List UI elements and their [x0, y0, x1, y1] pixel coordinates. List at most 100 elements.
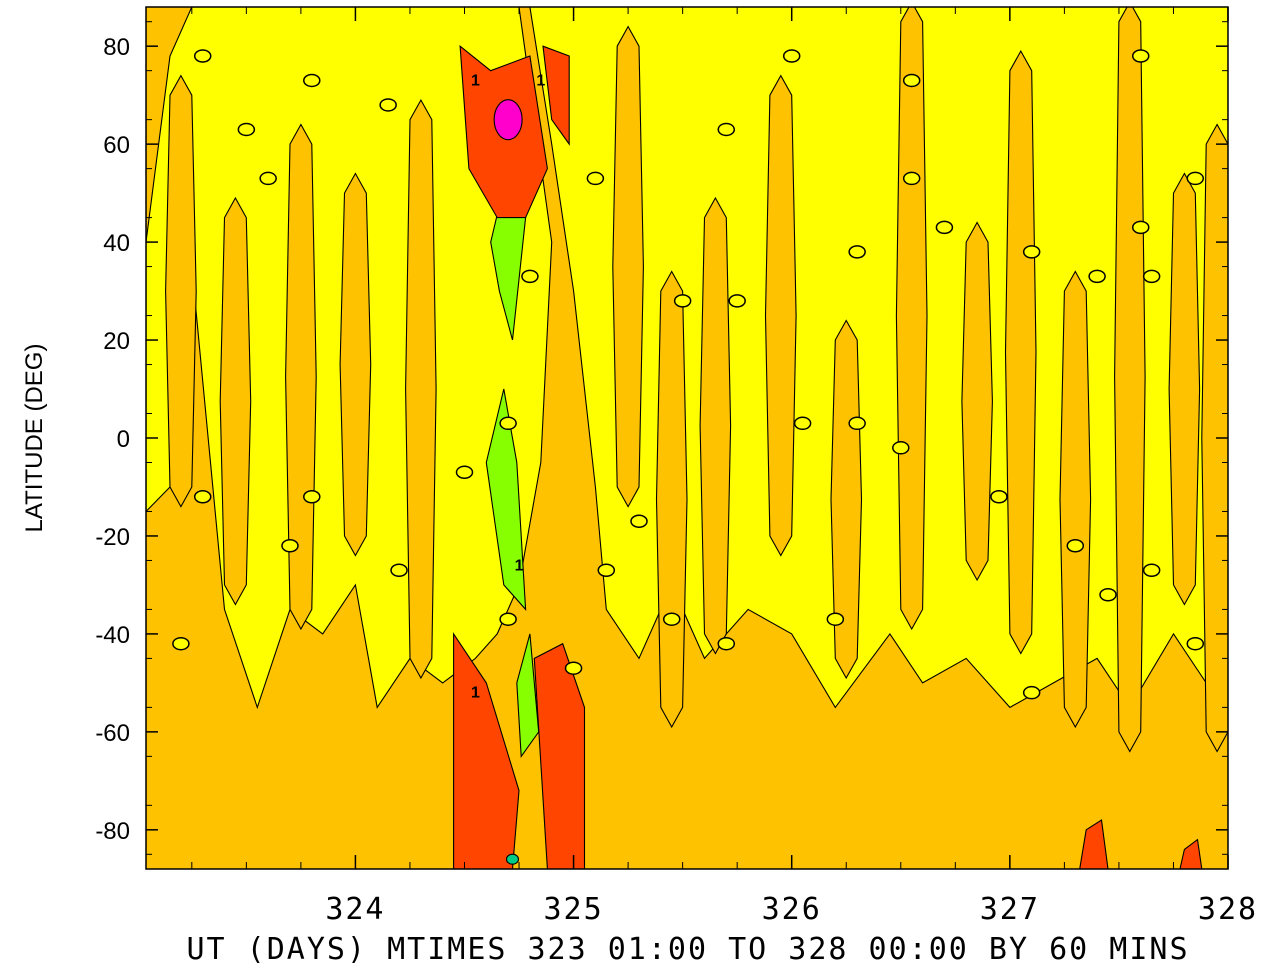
- contour-label-marker: [662, 612, 681, 626]
- contour-label: [1142, 269, 1161, 284]
- contour-label: [935, 220, 954, 235]
- orange-streak: [830, 319, 863, 680]
- contour-label: [1022, 245, 1041, 259]
- contour-label: [1186, 171, 1205, 186]
- contour-label-marker: [782, 49, 801, 63]
- x-tick-label: 326: [762, 892, 822, 927]
- contour-label-marker: [717, 122, 736, 137]
- contour-label-marker: [1142, 269, 1161, 284]
- y-tick-label: 80: [103, 34, 130, 61]
- contour-label: [902, 171, 921, 186]
- orange-streak: [165, 74, 197, 508]
- contour-label-text: 1: [515, 557, 524, 574]
- contour-label-marker: [902, 171, 921, 186]
- contour-label-marker: [193, 490, 212, 504]
- positive-region: [1179, 838, 1203, 869]
- contour-fills: [146, 7, 1228, 869]
- contour-label-marker: [935, 220, 954, 235]
- contour-label-marker: [717, 636, 736, 651]
- contour-label-text: 1: [536, 72, 545, 89]
- contour-label-marker: [379, 98, 397, 112]
- contour-label-marker: [303, 73, 321, 88]
- x-tick-label: 327: [980, 892, 1040, 927]
- contour-label: [1131, 220, 1150, 235]
- contour-label: [586, 171, 605, 186]
- contour-label: [826, 612, 845, 626]
- contour-label: [782, 49, 801, 63]
- contour-label-marker: [728, 294, 746, 308]
- contour-label-marker: [848, 416, 866, 431]
- contour-label-marker: [597, 563, 616, 577]
- positive-region: [533, 642, 586, 869]
- orange-streak: [895, 7, 928, 631]
- contour-label-marker: [848, 245, 866, 259]
- positive-max: [493, 99, 523, 141]
- contour-label: [673, 294, 692, 308]
- contour-label: [597, 563, 616, 577]
- contour-label-marker: [892, 441, 910, 455]
- contour-label-marker: [826, 612, 845, 626]
- x-tick-label: 328: [1198, 892, 1258, 927]
- contour-label: [717, 636, 736, 651]
- orange-streak: [1059, 270, 1092, 729]
- orange-region: [146, 7, 193, 243]
- contour-label: [172, 636, 190, 651]
- contour-label-marker: [793, 416, 812, 431]
- y-tick-label: 20: [103, 328, 130, 355]
- contour-label: [237, 122, 256, 137]
- contour-label: [499, 612, 517, 626]
- contour-label-marker: [237, 122, 256, 137]
- contour-label: [259, 171, 277, 186]
- contour-label-marker: [902, 73, 921, 88]
- contour-label-marker: [172, 636, 190, 651]
- y-tick-label: -80: [95, 818, 130, 845]
- x-axis: 324 325 326 327 328: [191, 7, 1258, 927]
- orange-streak: [961, 221, 993, 582]
- orange-streak: [655, 270, 688, 729]
- contour-label: [1099, 587, 1117, 602]
- contour-label-marker: [390, 563, 408, 577]
- contour-label-marker: [455, 465, 474, 480]
- orange-streak: [285, 123, 317, 631]
- contour-label-marker: [499, 416, 517, 431]
- contour-label-text: 1: [471, 685, 480, 702]
- contour-label: [193, 49, 212, 63]
- plot-area: 1 1 1 1: [146, 7, 1228, 869]
- contour-label-marker: [1022, 245, 1041, 259]
- contour-label-marker: [1186, 171, 1205, 186]
- contour-label: [793, 416, 812, 431]
- contour-label-marker: [564, 661, 583, 675]
- contour-label: 1: [471, 685, 480, 702]
- contour-label-marker: [499, 612, 517, 626]
- contour-label: [499, 416, 517, 431]
- y-tick-label: 60: [103, 132, 130, 159]
- contour-label: [281, 539, 299, 553]
- contour-label-marker: [193, 49, 212, 63]
- orange-streak: [339, 172, 372, 557]
- contour-label: [662, 612, 681, 626]
- y-axis-label: LATITUDE (DEG): [21, 344, 48, 533]
- contour-label-marker: [259, 171, 277, 186]
- positive-region: [453, 632, 520, 869]
- contour-label: 1: [471, 72, 480, 89]
- contour-label-marker: [521, 269, 539, 284]
- contour-label-marker: [586, 171, 605, 186]
- contour-label-marker: [1066, 539, 1085, 553]
- contour-label: [303, 490, 321, 504]
- contour-label: [1131, 49, 1150, 63]
- contour-label: [717, 122, 736, 137]
- orange-streak: [1168, 172, 1201, 606]
- contour-label: 1: [536, 72, 545, 89]
- contour-label-marker: [673, 294, 692, 308]
- contour-label-marker: [1131, 49, 1150, 63]
- orange-streak: [1201, 123, 1228, 753]
- x-tick-label: 324: [325, 892, 385, 927]
- contour-labels: 1 1 1 1: [172, 49, 1205, 702]
- orange-streak: [1004, 49, 1037, 655]
- contour-label: 1: [515, 557, 524, 574]
- y-tick-label: -40: [95, 622, 130, 649]
- contour-label: [193, 490, 212, 504]
- contour-label-marker: [1142, 563, 1161, 577]
- negative-band: [485, 388, 527, 611]
